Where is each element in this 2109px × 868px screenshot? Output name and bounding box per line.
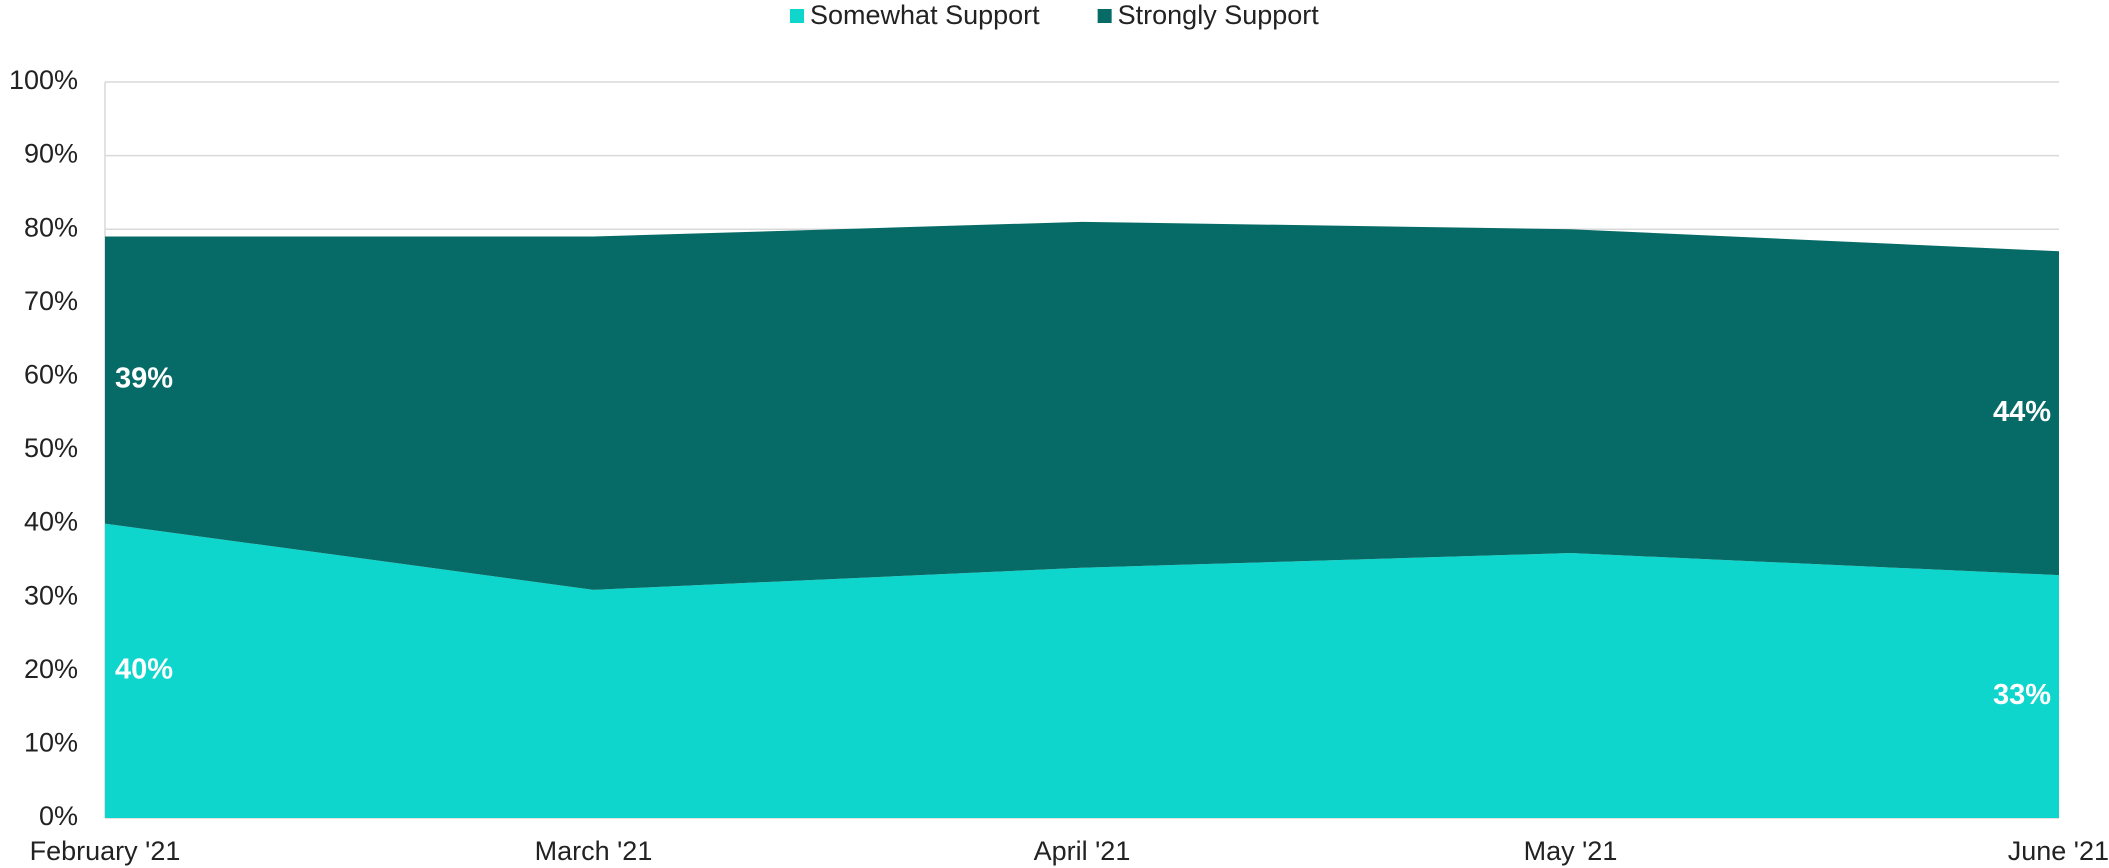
- x-tick-label: February '21: [30, 836, 181, 866]
- y-tick-label: 60%: [24, 360, 78, 390]
- legend-label: Somewhat Support: [810, 0, 1040, 30]
- y-tick-label: 20%: [24, 654, 78, 684]
- x-tick-label: April '21: [1034, 836, 1131, 866]
- y-tick-label: 40%: [24, 507, 78, 537]
- y-tick-label: 70%: [24, 286, 78, 316]
- y-tick-label: 10%: [24, 728, 78, 758]
- y-tick-label: 90%: [24, 139, 78, 169]
- y-tick-label: 50%: [24, 433, 78, 463]
- data-label: 40%: [115, 653, 173, 685]
- data-label: 44%: [1993, 396, 2051, 428]
- area: [105, 523, 2059, 818]
- x-tick-label: May '21: [1524, 836, 1618, 866]
- y-tick-label: 100%: [9, 65, 78, 95]
- y-tick-label: 30%: [24, 580, 78, 610]
- area: [105, 221, 2059, 590]
- x-tick-label: March '21: [535, 836, 653, 866]
- data-label: 39%: [115, 363, 173, 395]
- legend-swatch: [1097, 9, 1112, 23]
- legend-label: Strongly Support: [1118, 0, 1320, 30]
- x-tick-label: June '21: [2008, 836, 2109, 866]
- y-tick-label: 0%: [39, 801, 78, 831]
- data-label: 33%: [1993, 679, 2051, 711]
- legend-swatch: [790, 9, 804, 23]
- y-tick-label: 80%: [24, 212, 78, 242]
